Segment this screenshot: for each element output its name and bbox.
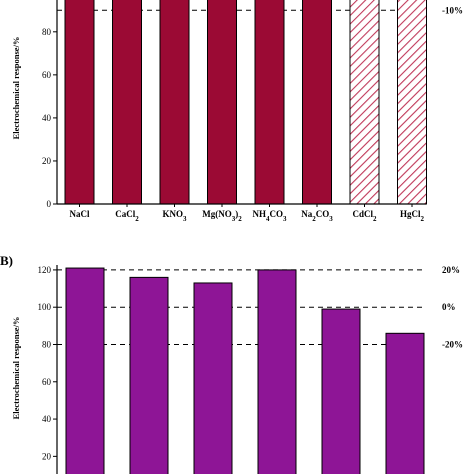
bar [112, 0, 142, 205]
bar [193, 282, 233, 474]
panel-a-chart: 0%-10%020406080100NaClCaCl2KNO3Mg(NO3)2N… [11, 0, 463, 223]
bar [129, 276, 169, 474]
y-axis-label: Electrochemical response/% [11, 37, 21, 140]
bar [257, 269, 297, 474]
category-label: Mg(NO3)2 [202, 209, 242, 223]
y-tick-label: 60 [42, 70, 52, 80]
category-label: KNO3 [162, 209, 187, 223]
y-axis-label: Electrochemical response/% [11, 317, 21, 420]
category-label: CaCl2 [115, 209, 139, 223]
bar [397, 0, 427, 205]
bar [349, 0, 380, 205]
panel-b-chart: B) 20% 0% -20% 20 40 60 80 100 120 Electrochemical… [0, 253, 463, 474]
reference-line-label: -20% [442, 339, 463, 349]
y-tick-label: 20 [42, 156, 52, 166]
y-tick-label: 100 [38, 302, 52, 312]
category-label: HgCl2 [400, 209, 425, 223]
panel-label: B) [0, 253, 13, 268]
y-tick-label: 120 [38, 265, 52, 275]
y-tick-label: 60 [42, 377, 52, 387]
bar [65, 267, 105, 474]
category-label: CdCl2 [352, 209, 377, 223]
bar [254, 0, 285, 205]
bar [385, 332, 425, 474]
reference-line-label: 0% [442, 302, 456, 312]
reference-line-label: 20% [442, 265, 460, 275]
bar [207, 0, 237, 205]
category-label: NH4CO3 [253, 209, 288, 223]
bar [159, 0, 190, 205]
bar [64, 0, 95, 205]
category-label: NaCl [70, 209, 90, 219]
y-tick-label: 80 [42, 339, 52, 349]
category-label: Na2CO3 [301, 209, 333, 223]
y-tick-label: 0 [47, 199, 52, 209]
bar [302, 0, 332, 205]
reference-line-label: -10% [442, 5, 463, 15]
bar [321, 308, 361, 474]
y-tick-label: 20 [42, 451, 52, 461]
y-tick-label: 80 [42, 27, 52, 37]
y-tick-label: 40 [42, 113, 52, 123]
y-tick-label: 40 [42, 414, 52, 424]
